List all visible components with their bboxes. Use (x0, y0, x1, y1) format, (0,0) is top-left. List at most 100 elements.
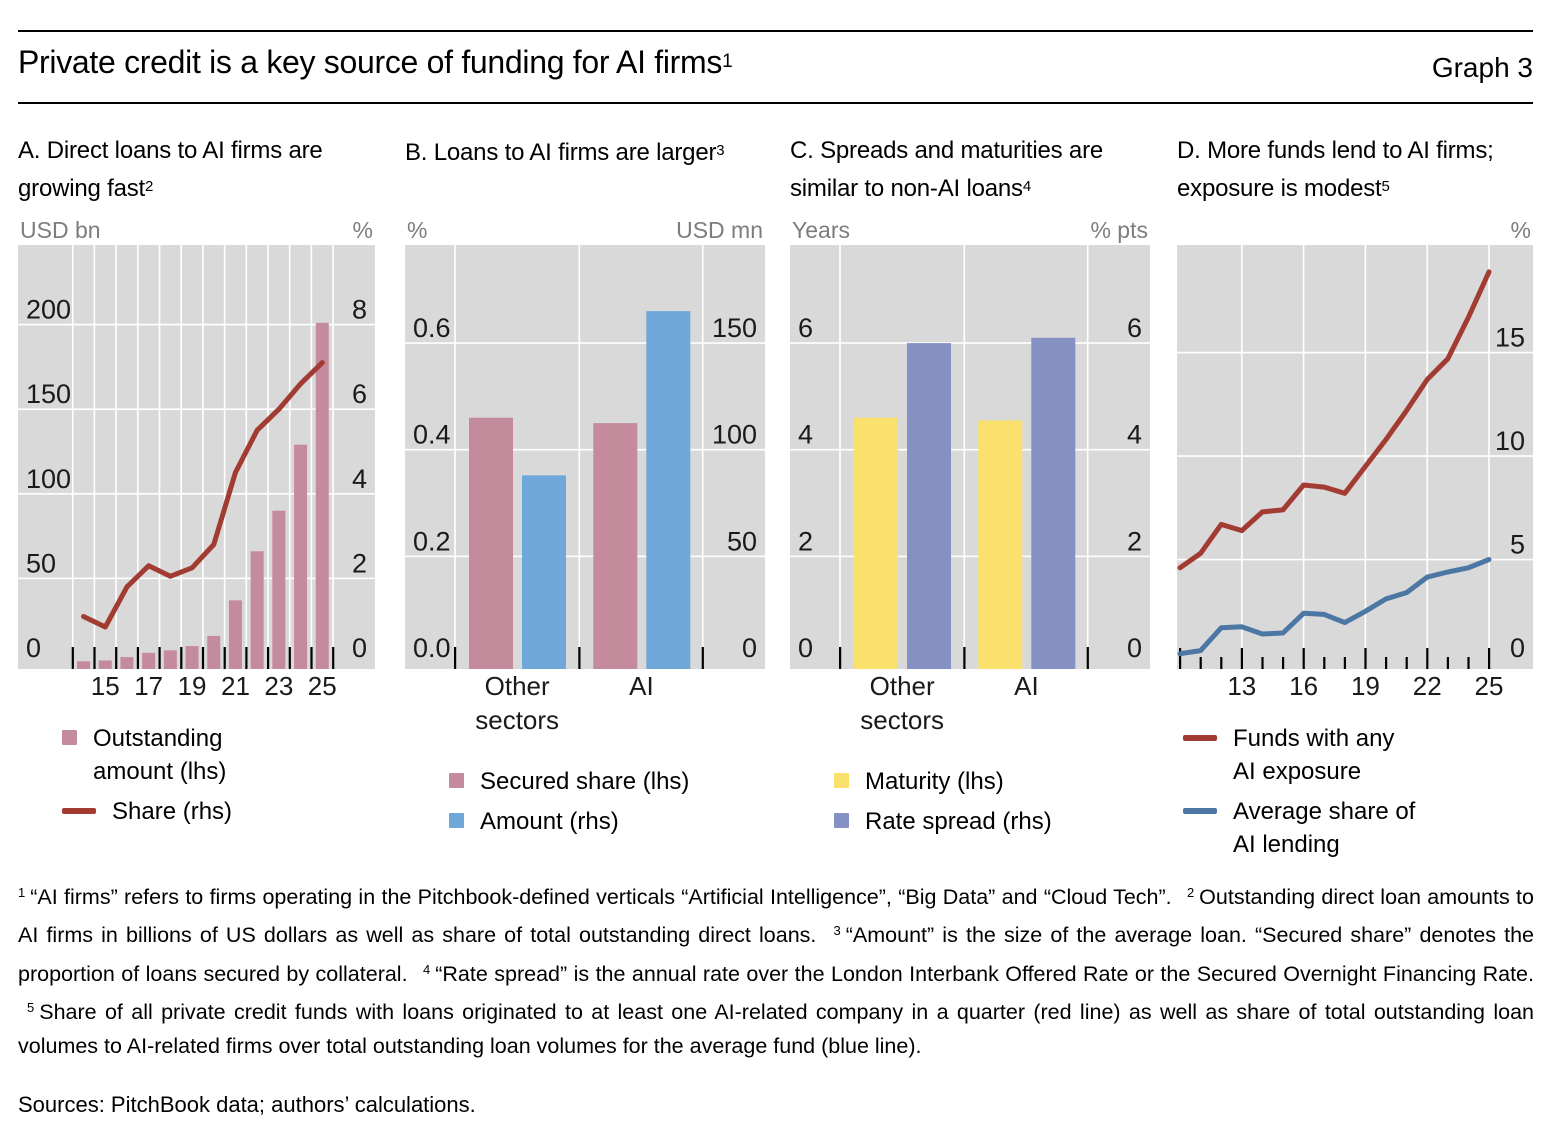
top-rule (18, 30, 1533, 32)
svg-text:2: 2 (352, 548, 367, 578)
bar-swatch-icon (449, 773, 464, 788)
svg-text:150: 150 (26, 379, 71, 409)
svg-text:4: 4 (352, 464, 367, 494)
legend-item: Amount (rhs) (449, 805, 689, 838)
svg-text:4: 4 (798, 420, 813, 450)
svg-text:100: 100 (26, 464, 71, 494)
footnote: 2 Outstanding direct loan amounts to AI f… (18, 885, 1534, 948)
panel-b-units: % USD mn (405, 217, 765, 243)
svg-text:6: 6 (798, 313, 813, 343)
chart-a-direct-loans: 15 17 19 21 23 25 0 50 100 150 200 0 2 4 6 8 (18, 245, 375, 745)
svg-text:16: 16 (1289, 671, 1318, 701)
svg-text:15: 15 (91, 671, 120, 701)
panel-c: C. Spreads and maturities are similar to… (790, 133, 1150, 835)
panel-c-title: C. Spreads and maturities are similar to… (790, 137, 1104, 202)
chart-b-loan-size: Other sectors AI 0.0 0.2 0.4 0.6 0 50 100 150 (405, 245, 765, 745)
svg-text:sectors: sectors (860, 705, 944, 735)
chart-d-fund-exposure: 13 16 19 22 25 0 5 10 15 (1177, 245, 1533, 745)
right-axis-unit: % pts (1090, 217, 1148, 243)
page-title: Private credit is a key source of fundin… (18, 44, 733, 80)
svg-text:13: 13 (1227, 671, 1256, 701)
chart-c-spreads-maturities: Other sectors AI 0 2 4 6 0 2 4 6 (790, 245, 1150, 745)
title-rule (18, 102, 1533, 104)
bar-swatch-icon (834, 813, 849, 828)
panel-b: B. Loans to AI firms are larger3 % USD m… (405, 133, 765, 835)
legend-label: Rate spread (rhs) (865, 808, 1052, 835)
svg-text:0: 0 (352, 633, 367, 663)
legend-label: Outstanding amount (lhs) (93, 725, 227, 785)
legend-label: Maturity (lhs) (865, 768, 1004, 795)
svg-text:6: 6 (352, 379, 367, 409)
legend-c: Maturity (lhs) Rate spread (rhs) (790, 765, 1052, 845)
legend-item: Rate spread (rhs) (834, 805, 1052, 838)
sources-line: Sources: PitchBook data; authors’ calcul… (18, 1092, 476, 1117)
line-swatch-icon (1183, 735, 1217, 741)
svg-text:0: 0 (26, 633, 41, 663)
svg-text:AI: AI (1014, 671, 1039, 701)
panel-a-title: A. Direct loans to AI firms are growing … (18, 137, 323, 202)
line-swatch-icon (62, 808, 96, 814)
svg-text:100: 100 (712, 420, 757, 450)
svg-text:0.4: 0.4 (413, 420, 451, 450)
legend-b: Secured share (lhs) Amount (rhs) (405, 765, 689, 845)
bar-swatch-icon (834, 773, 849, 788)
svg-text:2: 2 (1127, 526, 1142, 556)
legend-label: Amount (rhs) (480, 808, 619, 835)
panel-d: D. More funds lend to AI firms; exposure… (1177, 133, 1533, 858)
svg-text:21: 21 (221, 671, 250, 701)
svg-text:0.6: 0.6 (413, 313, 451, 343)
svg-text:150: 150 (712, 313, 757, 343)
panel-a-units: USD bn % (18, 217, 375, 243)
right-axis-unit: % (1510, 217, 1531, 243)
legend-label: Funds with any AI exposure (1233, 725, 1395, 785)
footnote: 3 “Amount” is the size of the average loa… (18, 923, 1534, 986)
right-axis-unit: USD mn (676, 217, 763, 243)
svg-text:15: 15 (1495, 323, 1525, 353)
svg-text:0.2: 0.2 (413, 526, 451, 556)
svg-text:Other: Other (870, 671, 935, 701)
svg-text:4: 4 (1127, 420, 1142, 450)
bar-swatch-icon (62, 730, 77, 745)
svg-text:17: 17 (134, 671, 163, 701)
svg-text:6: 6 (1127, 313, 1142, 343)
svg-text:200: 200 (26, 295, 71, 325)
panel-d-units: % (1177, 217, 1533, 243)
svg-text:19: 19 (1351, 671, 1380, 701)
bar-swatch-icon (449, 813, 464, 828)
legend-a: Outstanding amount (lhs) Share (rhs) (18, 722, 263, 835)
legend-label: Average share of AI lending (1233, 798, 1416, 858)
svg-text:50: 50 (26, 548, 56, 578)
svg-text:50: 50 (727, 526, 757, 556)
panel-b-title: B. Loans to AI firms are larger3 (405, 139, 725, 166)
graph-number-label: Graph 3 (1431, 52, 1533, 83)
panel-c-units: Years % pts (790, 217, 1150, 243)
svg-text:AI: AI (629, 671, 654, 701)
svg-text:0: 0 (742, 633, 757, 663)
svg-text:22: 22 (1413, 671, 1442, 701)
legend-item: Share (rhs) (62, 795, 263, 828)
footnote: 1 “AI firms” refers to firms operating in… (18, 885, 1172, 909)
legend-d: Funds with any AI exposure Average share… (1177, 722, 1421, 868)
svg-text:2: 2 (798, 526, 813, 556)
legend-item: Funds with any AI exposure (1183, 722, 1421, 788)
svg-text:0: 0 (798, 633, 813, 663)
panel-a: A. Direct loans to AI firms are growing … (18, 133, 375, 825)
svg-text:5: 5 (1510, 530, 1525, 560)
line-swatch-icon (1183, 808, 1217, 814)
svg-text:0.0: 0.0 (413, 633, 451, 663)
left-axis-unit: Years (792, 217, 850, 243)
svg-text:8: 8 (352, 295, 367, 325)
footnote: 4 “Rate spread” is the annual rate over t… (423, 961, 1534, 986)
svg-text:0: 0 (1510, 633, 1525, 663)
svg-text:10: 10 (1495, 426, 1525, 456)
svg-text:25: 25 (1475, 671, 1504, 701)
legend-item: Outstanding amount (lhs) (62, 722, 263, 788)
svg-text:sectors: sectors (475, 705, 559, 735)
legend-item: Maturity (lhs) (834, 765, 1052, 798)
left-axis-unit: USD bn (20, 217, 101, 243)
title-footnote-ref: 1 (722, 51, 733, 72)
panel-d-title: D. More funds lend to AI firms; exposure… (1177, 137, 1494, 202)
legend-label: Share (rhs) (112, 798, 233, 825)
svg-text:19: 19 (178, 671, 207, 701)
footnotes: 1 “AI firms” refers to firms operating in… (18, 876, 1534, 1063)
